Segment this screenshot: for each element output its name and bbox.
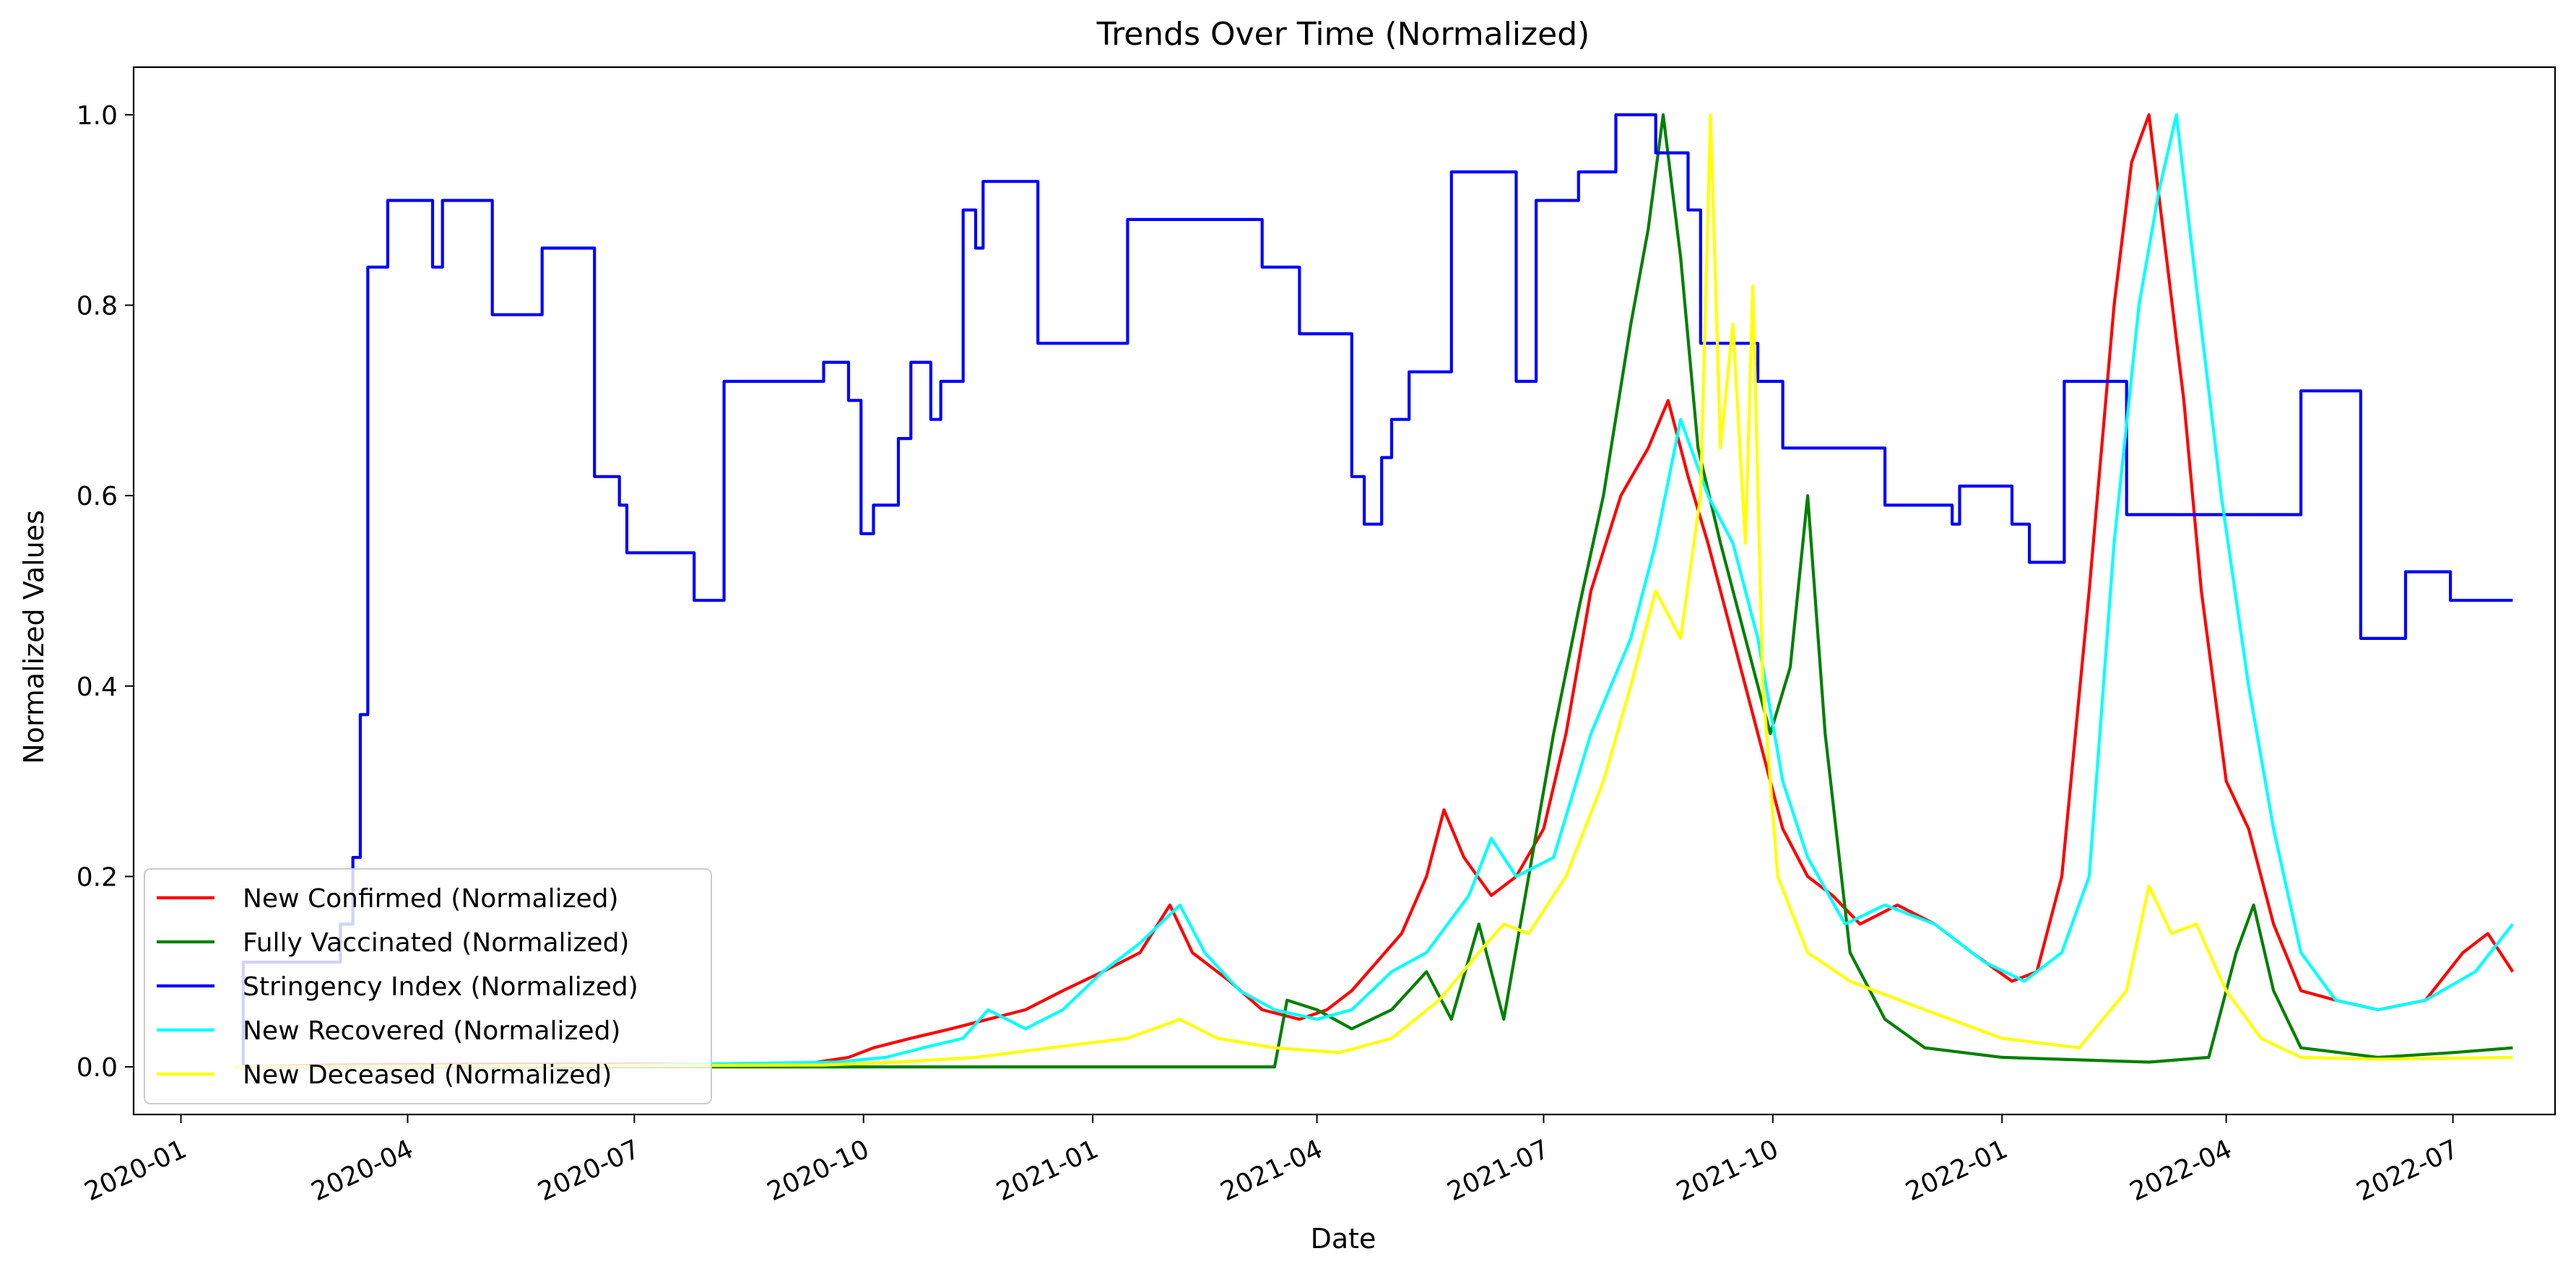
series-line-new-confirmed-normalized [233, 113, 2515, 1069]
legend: New Confirmed (Normalized) Fully Vaccinat… [144, 868, 712, 1104]
legend-box [144, 868, 712, 1104]
y-tick-label: 0.0 [77, 1053, 118, 1083]
y-axis-label: Normalized Values [18, 510, 50, 764]
series-line-new-recovered-normalized [233, 113, 2515, 1069]
x-axis-label: Date [1311, 1223, 1376, 1255]
legend-label-new-recovered-normalized: New Recovered (Normalized) [243, 1016, 620, 1046]
series-line-stringency-index-normalized [233, 113, 2513, 1069]
y-tick-label: 0.2 [77, 862, 118, 892]
legend-label-new-confirmed-normalized: New Confirmed (Normalized) [243, 884, 619, 914]
plot-frame [132, 66, 2557, 1116]
legend-label-fully-vaccinated-normalized: Fully Vaccinated (Normalized) [243, 928, 629, 958]
chart-title: Trends Over Time (Normalized) [1096, 16, 1590, 53]
y-tick-label: 1.0 [77, 101, 118, 131]
y-tick-label: 0.6 [77, 482, 118, 511]
series-line-new-deceased-normalized [233, 113, 2513, 1069]
y-tick-label: 0.8 [77, 292, 118, 321]
y-tick-label: 0.4 [77, 672, 118, 702]
plot-area [132, 66, 2557, 1116]
y-axis-ticks: 0.0 0.2 0.4 0.6 0.8 1.0 [77, 101, 134, 1083]
legend-label-new-deceased-normalized: New Deceased (Normalized) [243, 1060, 612, 1090]
legend-label-stringency-index-normalized: Stringency Index (Normalized) [243, 972, 638, 1002]
